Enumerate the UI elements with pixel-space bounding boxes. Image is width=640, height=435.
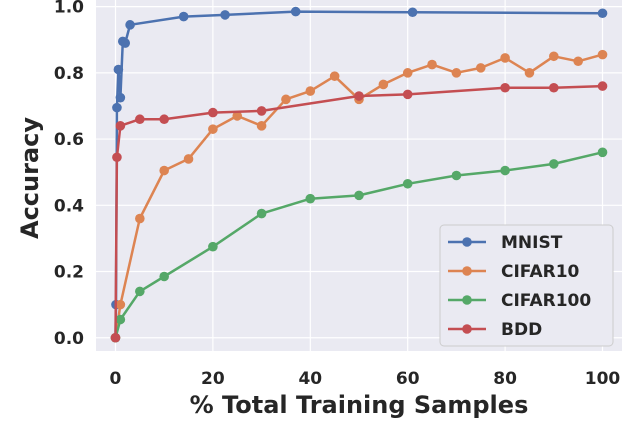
data-point-cifar10 xyxy=(208,124,218,134)
y-tick-label: 0.0 xyxy=(54,329,84,349)
series-bdd xyxy=(110,81,608,343)
legend-item-cifar100: CIFAR100 xyxy=(448,291,591,311)
legend-swatch-marker xyxy=(462,295,472,305)
data-point-bdd xyxy=(354,91,364,101)
data-point-cifar10 xyxy=(475,63,486,73)
data-point-cifar100 xyxy=(208,241,218,252)
legend-label-cifar100: CIFAR100 xyxy=(501,291,591,311)
series-line-bdd xyxy=(114,84,603,338)
data-point-cifar10 xyxy=(524,68,535,78)
data-point-cifar10 xyxy=(500,53,510,63)
data-point-cifar100 xyxy=(305,193,316,204)
legend-label-bdd: BDD xyxy=(501,320,542,340)
data-point-cifar100 xyxy=(549,159,559,169)
legend-swatch-marker xyxy=(462,324,472,334)
y-tick-label: 0.8 xyxy=(54,64,84,84)
x-axis-title: % Total Training Samples xyxy=(190,391,529,419)
data-point-bdd xyxy=(110,332,121,343)
y-tick-label: 0.4 xyxy=(54,196,84,216)
data-point-mnist xyxy=(113,64,124,75)
data-point-cifar100 xyxy=(115,314,126,325)
y-tick-label: 1.0 xyxy=(54,0,84,18)
y-tick-label: 0.6 xyxy=(54,130,84,150)
legend-label-cifar10: CIFAR10 xyxy=(501,262,580,282)
series-lines xyxy=(110,6,608,343)
data-point-cifar10 xyxy=(115,299,126,310)
grid xyxy=(96,0,622,351)
data-point-bdd xyxy=(135,114,145,125)
data-point-mnist xyxy=(290,6,301,17)
data-point-bdd xyxy=(597,81,608,91)
data-point-cifar10 xyxy=(402,68,413,78)
data-point-mnist xyxy=(407,7,418,18)
data-point-cifar10 xyxy=(378,79,389,90)
data-point-cifar10 xyxy=(256,121,267,131)
data-point-cifar10 xyxy=(329,71,340,81)
data-point-bdd xyxy=(112,152,122,163)
legend-swatch-marker xyxy=(462,266,472,276)
data-point-cifar100 xyxy=(256,208,267,219)
data-point-cifar100 xyxy=(354,190,364,201)
x-tick-label: 40 xyxy=(298,369,322,389)
data-point-cifar10 xyxy=(281,94,291,105)
data-point-cifar10 xyxy=(597,49,608,60)
data-point-bdd xyxy=(115,121,126,131)
legend: MNIST CIFAR10 CIFAR100 BDD xyxy=(439,224,614,347)
x-tick-label: 80 xyxy=(493,369,517,389)
data-point-bdd xyxy=(402,89,413,100)
data-point-bdd xyxy=(549,82,559,93)
data-point-cifar100 xyxy=(135,286,145,297)
y-tick-labels: 0.0 0.2 0.4 0.6 0.8 1.0 xyxy=(54,0,84,349)
legend-label-mnist: MNIST xyxy=(501,233,563,253)
data-point-bdd xyxy=(500,82,510,93)
x-tick-labels: 0 20 40 60 80 100 xyxy=(110,369,621,389)
data-point-cifar100 xyxy=(500,165,510,176)
data-point-cifar10 xyxy=(232,111,243,121)
data-point-mnist xyxy=(115,92,126,103)
x-tick-label: 0 xyxy=(110,369,122,389)
data-point-cifar10 xyxy=(305,86,316,96)
legend-box xyxy=(439,224,614,347)
x-tick-label: 100 xyxy=(585,369,621,389)
series-line-cifar10 xyxy=(114,53,603,338)
data-point-mnist xyxy=(125,20,135,30)
x-tick-label: 20 xyxy=(201,369,225,389)
data-point-bdd xyxy=(256,106,267,116)
data-point-cifar100 xyxy=(597,147,608,158)
y-axis-title: Accuracy xyxy=(16,117,44,239)
data-point-cifar100 xyxy=(451,170,462,181)
data-point-cifar10 xyxy=(183,154,194,164)
legend-swatch-marker xyxy=(462,237,472,247)
data-point-mnist xyxy=(178,11,189,22)
data-point-mnist xyxy=(112,102,122,113)
data-point-cifar10 xyxy=(549,51,559,62)
data-point-cifar10 xyxy=(427,59,437,70)
data-point-cifar10 xyxy=(451,68,462,78)
data-point-cifar10 xyxy=(135,213,145,224)
data-point-cifar100 xyxy=(402,178,413,189)
data-point-mnist xyxy=(220,10,230,20)
y-tick-label: 0.2 xyxy=(54,263,84,283)
data-point-cifar100 xyxy=(159,271,169,282)
x-tick-label: 60 xyxy=(396,369,420,389)
data-point-cifar10 xyxy=(159,165,169,176)
data-point-mnist xyxy=(120,38,131,48)
data-point-bdd xyxy=(208,107,218,118)
legend-item-cifar10: CIFAR10 xyxy=(448,262,580,282)
legend-item-mnist: MNIST xyxy=(448,233,563,253)
data-point-cifar10 xyxy=(573,56,583,67)
data-point-mnist xyxy=(597,8,608,19)
legend-item-bdd: BDD xyxy=(448,320,542,340)
data-point-bdd xyxy=(159,114,169,125)
